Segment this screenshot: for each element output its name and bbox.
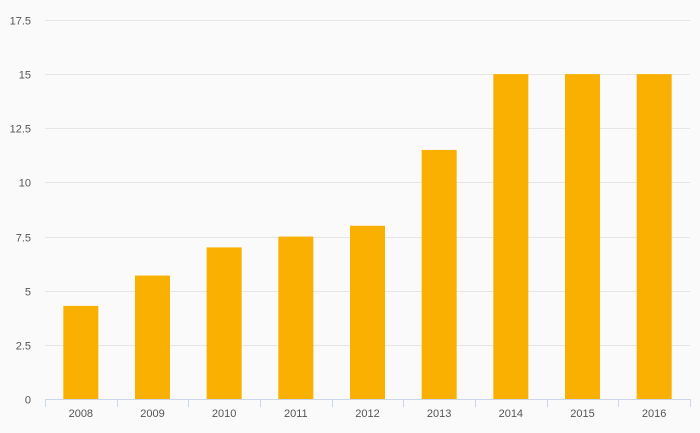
bar-2015[interactable] bbox=[565, 74, 600, 400]
bar-2010[interactable] bbox=[206, 247, 242, 399]
y-tick-label: 5 bbox=[25, 287, 31, 299]
bar-2012[interactable] bbox=[350, 225, 385, 399]
y-tick-label: 17.5 bbox=[10, 16, 31, 28]
y-tick-label: 2.5 bbox=[16, 341, 31, 353]
x-tick-label: 2013 bbox=[427, 408, 451, 420]
x-tick-label: 2011 bbox=[284, 408, 308, 420]
bar-2008[interactable] bbox=[63, 305, 99, 399]
x-tick-label: 2016 bbox=[642, 408, 666, 420]
x-tick-label: 2010 bbox=[212, 408, 236, 420]
x-tick-label: 2015 bbox=[570, 408, 594, 420]
y-axis-tick-labels: 0 2.5 5 7.5 10 12.5 15 17.5 bbox=[10, 16, 31, 407]
y-tick-label: 12.5 bbox=[10, 124, 31, 136]
bar-2009[interactable] bbox=[135, 275, 170, 399]
y-tick-label: 10 bbox=[19, 178, 31, 190]
bar-2014[interactable] bbox=[493, 74, 529, 400]
y-tick-label: 15 bbox=[19, 70, 31, 82]
bar-2013[interactable] bbox=[421, 149, 457, 399]
x-tick-label: 2009 bbox=[140, 408, 164, 420]
bar-2016[interactable] bbox=[636, 74, 672, 400]
x-axis bbox=[45, 399, 691, 407]
bar-series bbox=[63, 74, 672, 400]
x-tick-label: 2014 bbox=[499, 408, 523, 420]
x-axis-tick-labels: 2008 2009 2010 2011 2012 2013 2014 2015 2016 bbox=[69, 408, 667, 420]
y-tick-label: 7.5 bbox=[16, 233, 31, 245]
x-tick-label: 2012 bbox=[355, 408, 379, 420]
bar-2011[interactable] bbox=[278, 236, 314, 399]
y-tick-label: 0 bbox=[25, 395, 31, 407]
x-tick-label: 2008 bbox=[69, 408, 93, 420]
